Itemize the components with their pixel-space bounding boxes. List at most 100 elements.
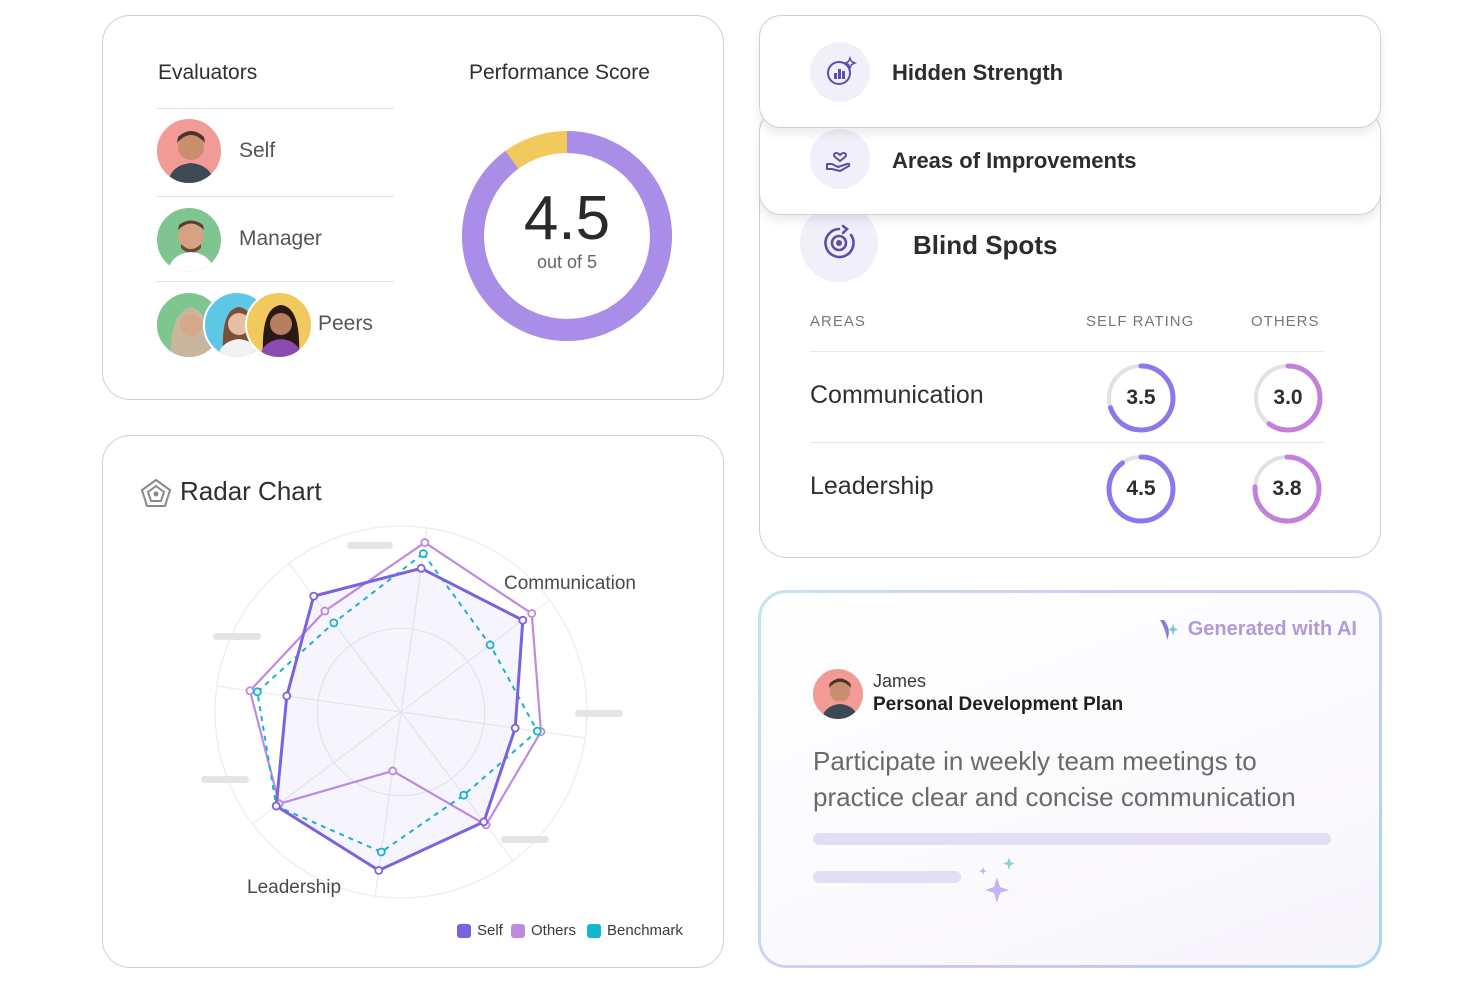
avatar-self (155, 117, 223, 185)
radar-point-others (245, 686, 255, 696)
placeholder-label (201, 776, 249, 783)
radar-point-self (416, 563, 426, 573)
legend-label-others: Others (531, 922, 577, 939)
axis-label-leadership: Leadership (247, 877, 341, 898)
self-rating-value: 3.5 (1126, 386, 1156, 409)
donut-fill (462, 131, 672, 341)
axis-label-communication: Communication (504, 573, 636, 594)
blind-spots-card: Blind Spots AREAS SELF RATING OTHERS Com… (759, 195, 1381, 558)
eye-refresh-icon-wrap (800, 204, 878, 282)
radar-spoke (400, 527, 428, 713)
hidden-strength-card[interactable]: Hidden Strength (759, 15, 1381, 128)
legend-benchmark: Benchmark (587, 922, 683, 939)
ring-arc (1106, 454, 1176, 524)
radar-spoke (288, 563, 402, 713)
legend-self: Self (457, 922, 503, 939)
divider (156, 108, 394, 109)
skeleton-line (813, 871, 961, 883)
legend-swatch-benchmark (587, 923, 601, 938)
header-self-rating: SELF RATING (1086, 313, 1195, 330)
header-areas: AREAS (810, 313, 866, 330)
evaluator-label-manager: Manager (239, 227, 322, 250)
performance-score: 4.5 (523, 184, 611, 253)
area-communication: Communication (810, 381, 984, 409)
evaluators-card: Evaluators Performance Score Self Manage… (102, 15, 724, 400)
radar-point-benchmark (459, 790, 469, 800)
blind-spots-title: Blind Spots (913, 230, 1058, 260)
radar-point-benchmark (485, 640, 495, 650)
radar-point-others (388, 766, 398, 776)
others-rating-value: 3.0 (1273, 386, 1303, 409)
person-name: James (873, 671, 927, 691)
others-rating-ring: 3.8 (1250, 452, 1324, 526)
generated-with-ai-tag: Generated with AI (1156, 616, 1357, 642)
placeholder-label (501, 836, 549, 843)
performance-title: Performance Score (469, 61, 650, 84)
ring-arc (1106, 363, 1176, 433)
ai-sparkle-icon (1159, 620, 1178, 640)
radar-point-self (479, 817, 489, 827)
performance-donut (462, 131, 672, 341)
radar-point-others (420, 538, 430, 547)
eye-refresh-icon (824, 224, 855, 259)
legend-swatch-self (457, 923, 471, 938)
placeholder-label (347, 542, 393, 549)
radar-grid-ring (316, 627, 486, 797)
radar-point-benchmark (418, 549, 428, 558)
divider (156, 196, 394, 197)
radar-point-others (527, 609, 537, 618)
avatar-james (811, 667, 865, 721)
sparkles-icon (979, 857, 1015, 903)
legend-others: Others (511, 922, 576, 939)
evaluators-title: Evaluators (158, 61, 258, 84)
self-rating-value: 4.5 (1126, 477, 1156, 500)
chart-sparkle-icon (827, 56, 857, 85)
radar-point-self (309, 591, 319, 601)
others-rating-ring: 3.0 (1251, 361, 1325, 435)
hand-heart-icon (826, 152, 851, 172)
plan-text: Participate in weekly team meetings to p… (813, 746, 1296, 812)
radar-point-others (320, 606, 330, 616)
radar-spoke (400, 711, 514, 861)
radar-card: Radar Chart Communication Leadership Sel… (102, 435, 724, 968)
hidden-strength-title: Hidden Strength (892, 60, 1064, 85)
others-rating-value: 3.8 (1272, 477, 1302, 500)
divider (810, 442, 1324, 443)
radar-point-benchmark (252, 687, 262, 697)
avatar-manager (155, 206, 223, 274)
legend-label-self: Self (477, 922, 503, 939)
areas-of-improvements-title: Areas of Improvements (892, 148, 1137, 173)
radar-point-benchmark (532, 726, 542, 736)
placeholder-label (575, 710, 623, 717)
self-rating-ring: 3.5 (1104, 361, 1178, 435)
radar-title: Radar Chart (180, 476, 322, 506)
placeholder-label (213, 633, 261, 640)
ring-arc (1252, 454, 1322, 524)
radar-point-benchmark (376, 847, 386, 857)
radar-point-benchmark (329, 618, 339, 628)
hand-heart-icon-wrap (810, 129, 870, 189)
radar-point-self (271, 801, 281, 811)
radar-point-self (518, 615, 528, 625)
skeleton-line (813, 833, 1331, 845)
radar-point-self (282, 691, 292, 701)
header-others: OTHERS (1251, 313, 1320, 330)
radar-spoke (400, 711, 586, 739)
pentagon-icon (140, 478, 172, 507)
chart-sparkle-icon-wrap (810, 42, 870, 102)
ring-arc (1253, 363, 1323, 433)
plan-title: Personal Development Plan (873, 694, 1124, 715)
radar-chart: Communication Leadership (201, 525, 636, 899)
avatar-peer-3 (245, 291, 313, 359)
radar-point-self (374, 866, 384, 875)
area-leadership: Leadership (810, 472, 934, 500)
generated-with-ai-label: Generated with AI (1187, 617, 1357, 640)
divider (810, 351, 1324, 352)
legend-swatch-others (511, 923, 525, 938)
legend-label-benchmark: Benchmark (607, 922, 683, 939)
divider (156, 281, 394, 282)
evaluator-label-self: Self (239, 139, 276, 162)
radar-spoke (374, 711, 402, 897)
ai-development-plan-card: Generated with AI James Personal Develop… (758, 590, 1382, 968)
performance-out-of: out of 5 (536, 252, 598, 272)
